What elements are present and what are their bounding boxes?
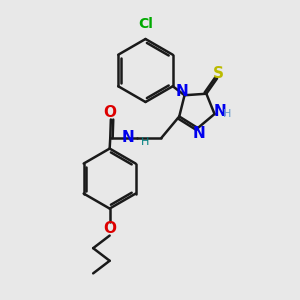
Text: N: N [122, 130, 134, 145]
Text: O: O [103, 105, 116, 120]
Text: Cl: Cl [139, 16, 154, 31]
Text: N: N [193, 126, 206, 141]
Text: H: H [141, 137, 149, 147]
Text: O: O [103, 221, 116, 236]
Text: H: H [223, 109, 231, 119]
Text: N: N [176, 84, 188, 99]
Text: N: N [214, 104, 226, 119]
Text: S: S [213, 66, 224, 81]
